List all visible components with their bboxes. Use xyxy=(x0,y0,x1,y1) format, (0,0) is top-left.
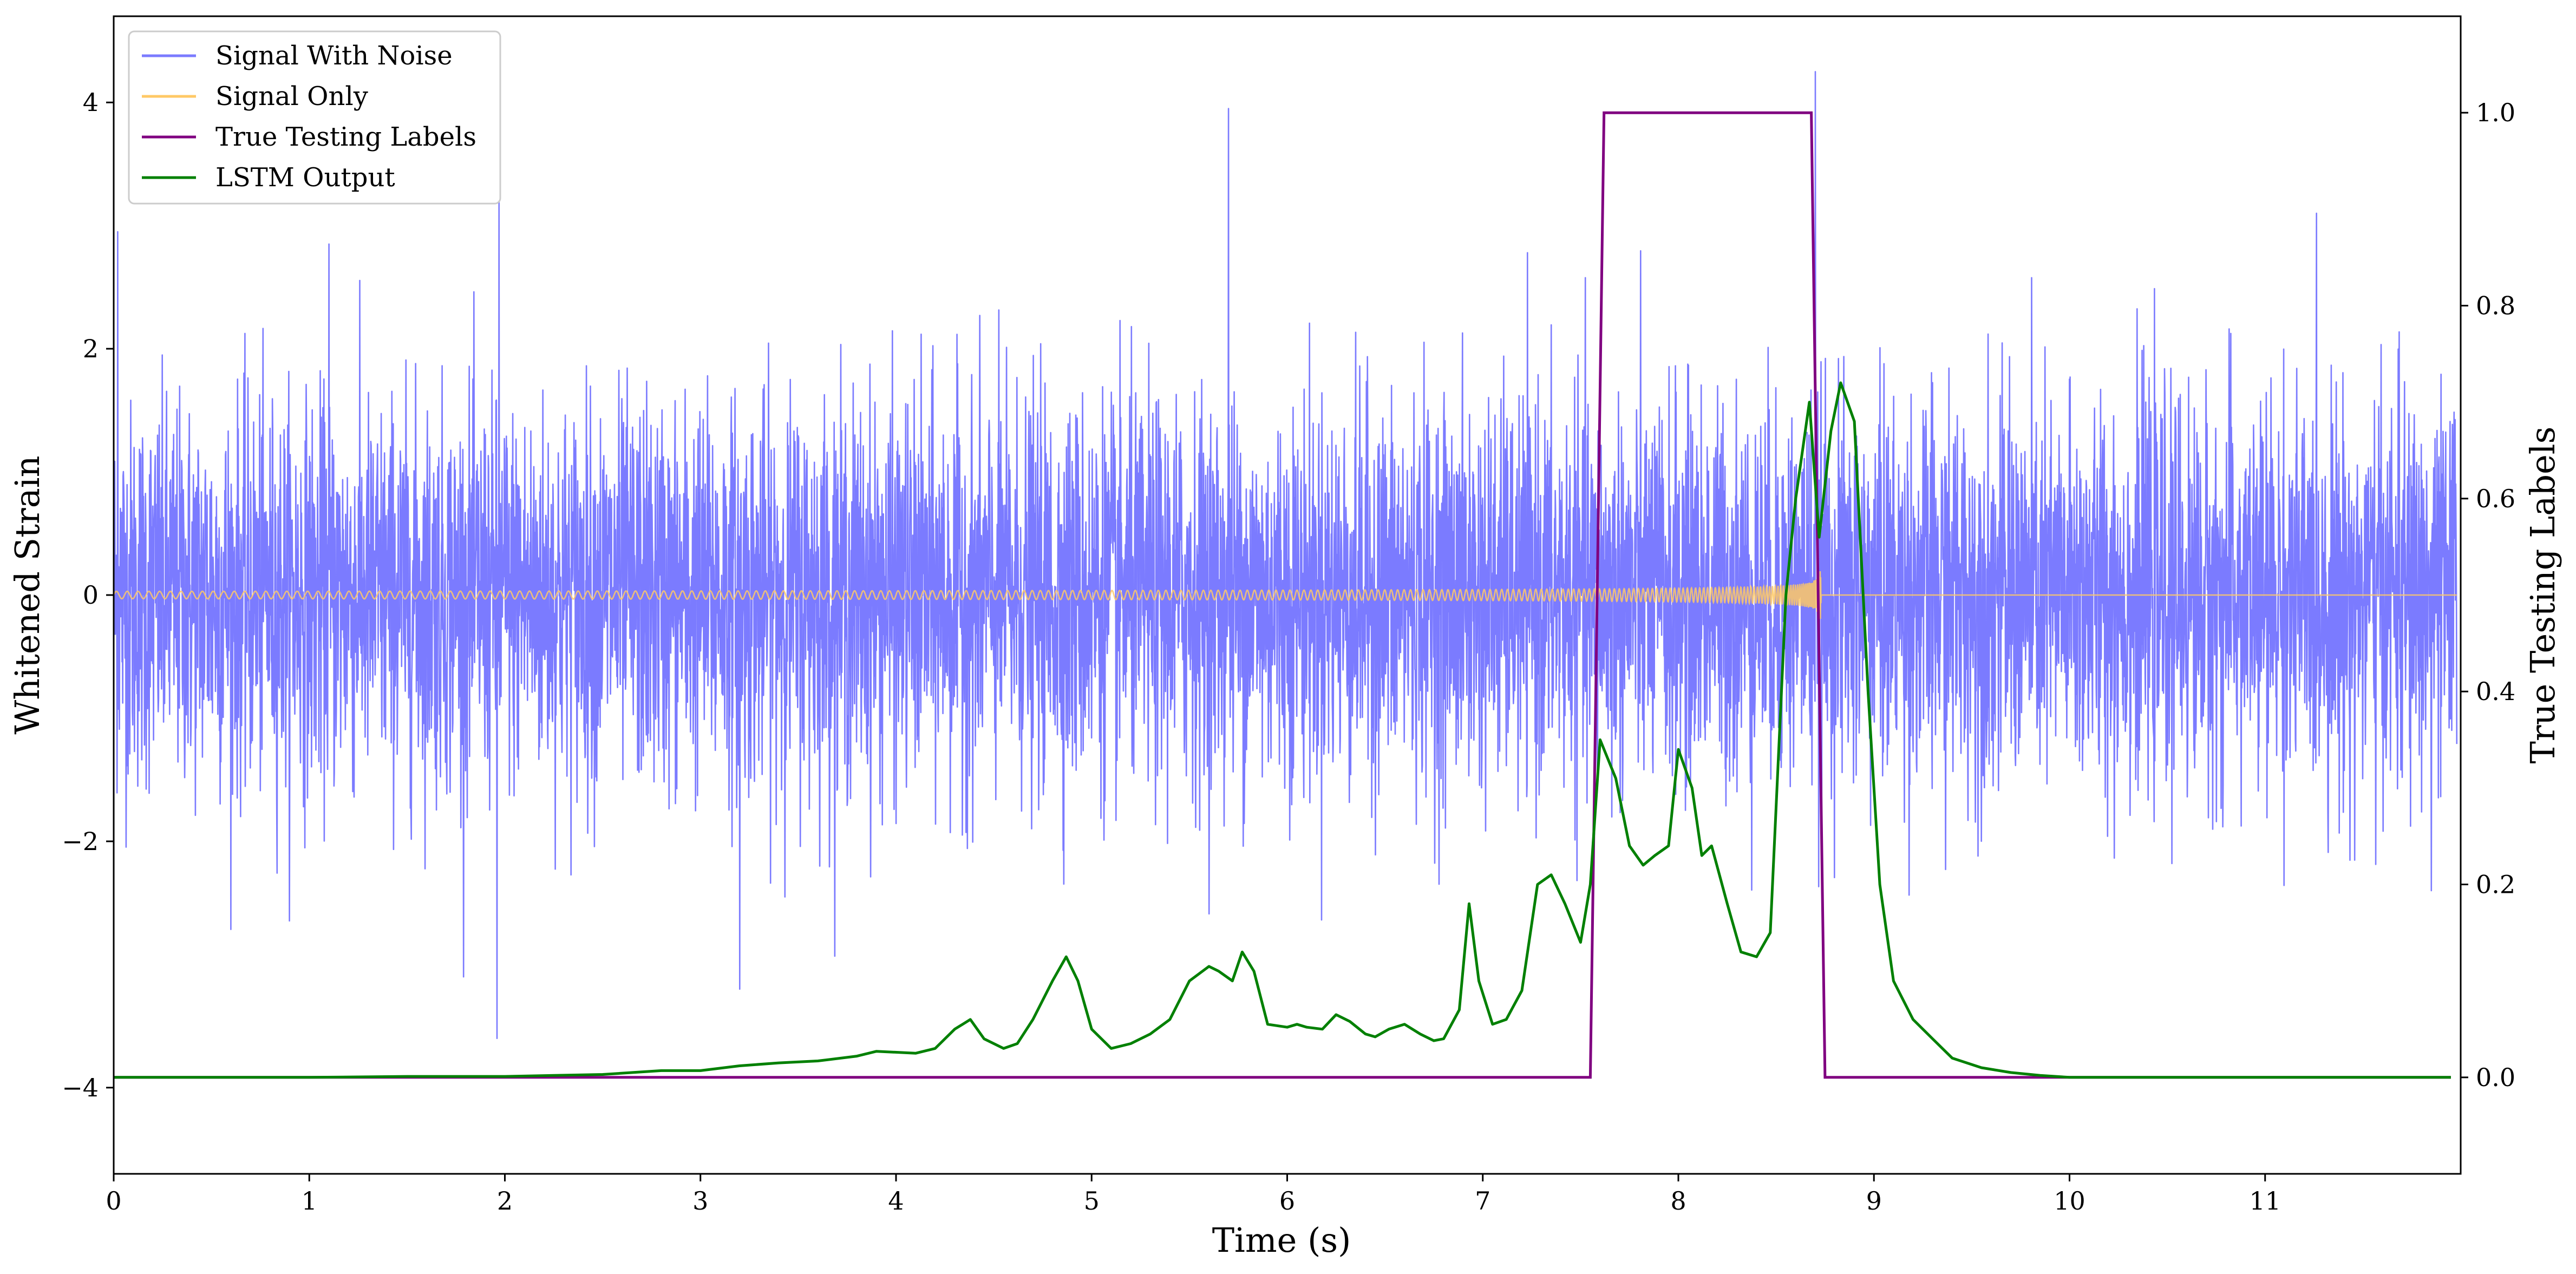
legend-label-true-testing-labels: True Testing Labels xyxy=(215,122,476,152)
legend-label-signal-only: Signal Only xyxy=(215,81,368,112)
plot-area xyxy=(114,71,2458,1079)
x-axis-ticks: 0 1 2 3 4 5 6 7 8 9 10 11 xyxy=(106,1174,2281,1216)
y-right-tick-label: 0.2 xyxy=(2476,870,2515,899)
x-tick-label: 10 xyxy=(2054,1186,2085,1216)
y-left-tick-label: 4 xyxy=(83,88,99,117)
legend-label-lstm-output: LSTM Output xyxy=(215,162,395,193)
x-tick-label: 1 xyxy=(302,1186,317,1216)
y-axis-left-label: Whitened Strain xyxy=(8,456,47,735)
series-line-true-testing-labels xyxy=(114,111,2451,1079)
series-line-lstm-output xyxy=(114,381,2451,1079)
y-right-tick-label: 1.0 xyxy=(2476,98,2515,127)
y-axis-left-ticks: −4 −2 0 2 4 xyxy=(62,88,114,1102)
x-tick-label: 3 xyxy=(692,1186,708,1216)
series-line-signal-only xyxy=(114,571,2457,619)
y-right-tick-label: 0.4 xyxy=(2476,677,2515,706)
x-tick-label: 2 xyxy=(497,1186,513,1216)
x-tick-label: 11 xyxy=(2249,1186,2281,1216)
x-tick-label: 8 xyxy=(1670,1186,1686,1216)
x-tick-label: 7 xyxy=(1475,1186,1490,1216)
legend: Signal With Noise Signal Only True Testi… xyxy=(128,30,501,205)
x-tick-label: 9 xyxy=(1866,1186,1882,1216)
series-line-signal-with-noise xyxy=(114,71,2458,1040)
x-tick-label: 0 xyxy=(106,1186,121,1216)
y-axis-right-ticks: 0.0 0.2 0.4 0.6 0.8 1.0 xyxy=(2461,98,2515,1092)
y-right-tick-label: 0.6 xyxy=(2476,484,2515,513)
y-right-tick-label: 0.8 xyxy=(2476,291,2515,321)
x-tick-label: 5 xyxy=(1084,1186,1100,1216)
y-left-tick-label: −2 xyxy=(62,827,99,856)
legend-box xyxy=(128,30,501,205)
x-tick-label: 6 xyxy=(1279,1186,1295,1216)
legend-label-signal-with-noise: Signal With Noise xyxy=(215,41,453,71)
y-right-tick-label: 0.0 xyxy=(2476,1063,2515,1092)
y-left-tick-label: −4 xyxy=(62,1073,99,1102)
y-axis-right-label: True Testing Labels xyxy=(2523,427,2562,764)
y-left-tick-label: 0 xyxy=(83,580,99,610)
x-tick-label: 4 xyxy=(888,1186,904,1216)
x-axis-label: Time (s) xyxy=(1212,1220,1351,1260)
y-left-tick-label: 2 xyxy=(83,334,99,363)
